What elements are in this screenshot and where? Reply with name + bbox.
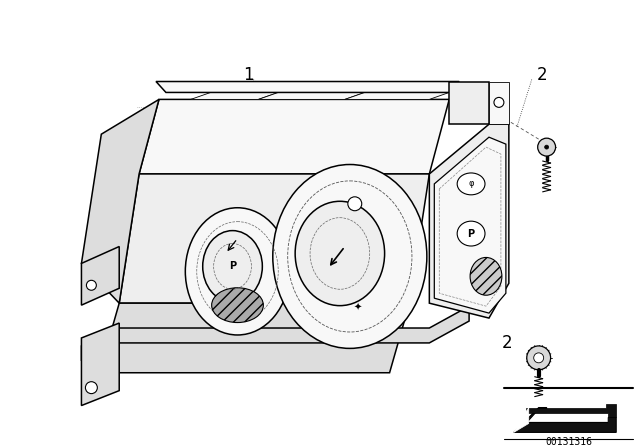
- Text: P: P: [229, 261, 236, 271]
- Polygon shape: [81, 99, 159, 303]
- Ellipse shape: [273, 164, 427, 349]
- Text: 2: 2: [502, 334, 512, 352]
- Polygon shape: [99, 303, 410, 373]
- Polygon shape: [156, 82, 459, 92]
- Circle shape: [538, 138, 556, 156]
- Polygon shape: [514, 408, 529, 432]
- Ellipse shape: [457, 173, 485, 195]
- Polygon shape: [449, 82, 489, 124]
- Text: φ: φ: [468, 179, 474, 189]
- Polygon shape: [139, 99, 449, 174]
- Circle shape: [534, 353, 543, 363]
- Circle shape: [545, 145, 548, 149]
- Polygon shape: [119, 174, 429, 303]
- Ellipse shape: [186, 208, 290, 335]
- Polygon shape: [81, 323, 119, 405]
- Polygon shape: [525, 404, 616, 418]
- Circle shape: [527, 346, 550, 370]
- Polygon shape: [489, 82, 509, 124]
- Circle shape: [348, 197, 362, 211]
- Polygon shape: [259, 92, 365, 99]
- Polygon shape: [435, 137, 506, 313]
- Ellipse shape: [457, 221, 485, 246]
- Ellipse shape: [212, 288, 263, 323]
- Polygon shape: [514, 408, 616, 432]
- Polygon shape: [429, 124, 509, 318]
- Ellipse shape: [203, 231, 262, 302]
- Ellipse shape: [470, 258, 502, 295]
- Text: 00131316: 00131316: [545, 437, 592, 448]
- Polygon shape: [81, 306, 469, 361]
- Polygon shape: [81, 246, 119, 305]
- Text: 2: 2: [536, 65, 547, 83]
- Circle shape: [86, 280, 97, 290]
- Ellipse shape: [295, 201, 385, 306]
- Polygon shape: [345, 92, 449, 99]
- Circle shape: [494, 97, 504, 108]
- Text: P: P: [468, 228, 475, 239]
- Text: ✦: ✦: [354, 303, 362, 313]
- Circle shape: [85, 382, 97, 394]
- Polygon shape: [191, 92, 278, 99]
- Text: 1: 1: [243, 65, 253, 83]
